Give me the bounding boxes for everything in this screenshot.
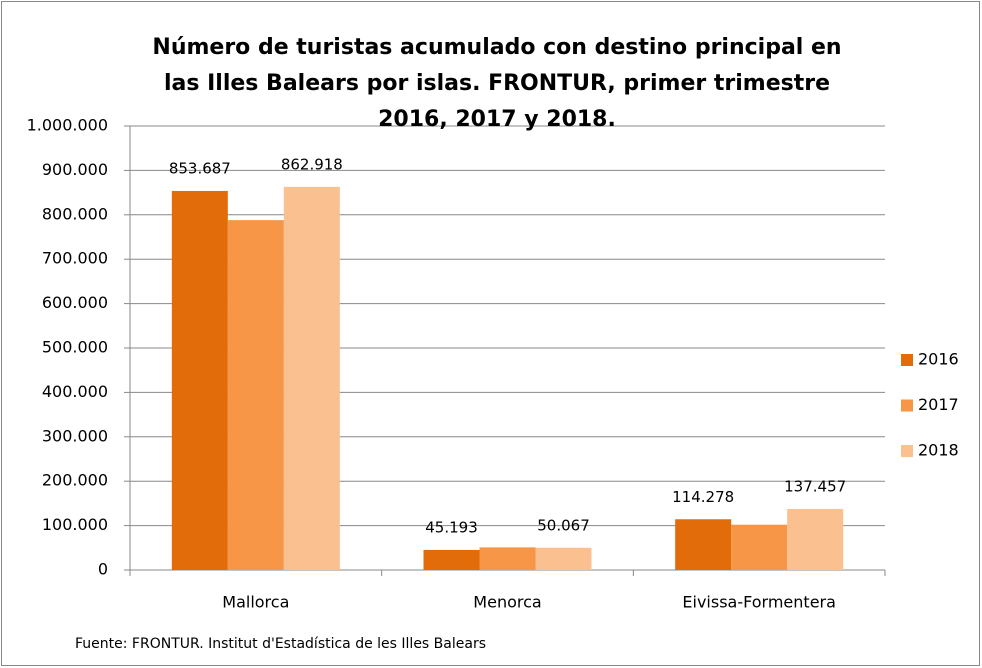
y-tick-label: 900.000 (42, 160, 108, 179)
bar (479, 547, 536, 570)
legend-label: 2018 (918, 441, 959, 460)
x-tick-label: Mallorca (222, 593, 289, 612)
source-note: Fuente: FRONTUR. Institut d'Estadística … (75, 636, 486, 652)
legend-swatch (901, 445, 913, 457)
value-label: 862.918 (281, 155, 343, 173)
y-tick-label: 300.000 (42, 426, 108, 445)
y-tick-label: 0 (98, 560, 108, 579)
legend-swatch (901, 399, 913, 412)
y-tick-label: 100.000 (42, 515, 108, 534)
x-tick-label: Eivissa-Formentera (682, 593, 836, 612)
chart-title: Número de turistas acumulado con destino… (152, 35, 841, 60)
chart-title: las Illes Balears por islas. FRONTUR, pr… (164, 71, 830, 96)
y-tick-label: 400.000 (42, 382, 108, 401)
value-label: 50.067 (537, 516, 590, 534)
y-tick-label: 600.000 (42, 293, 108, 312)
bar (423, 549, 480, 570)
legend-label: 2017 (918, 395, 959, 414)
bar (227, 220, 284, 571)
y-tick-label: 700.000 (42, 249, 108, 268)
value-label: 853.687 (169, 159, 231, 177)
bar (787, 508, 844, 570)
chart-title: 2016, 2017 y 2018. (378, 107, 616, 132)
value-label: 114.278 (672, 488, 734, 506)
x-tick-label: Menorca (473, 593, 541, 612)
y-tick-label: 500.000 (42, 338, 108, 357)
y-tick-label: 200.000 (42, 471, 108, 490)
legend-swatch (901, 354, 913, 366)
legend-label: 2016 (918, 350, 959, 369)
bar (675, 519, 732, 570)
bar (171, 190, 228, 571)
value-label: 137.457 (784, 477, 846, 495)
y-tick-label: 1.000.000 (27, 116, 108, 135)
y-tick-label: 800.000 (42, 204, 108, 223)
bar (535, 547, 592, 570)
value-label: 45.193 (425, 518, 478, 536)
bar (283, 186, 340, 570)
bar (731, 524, 788, 570)
